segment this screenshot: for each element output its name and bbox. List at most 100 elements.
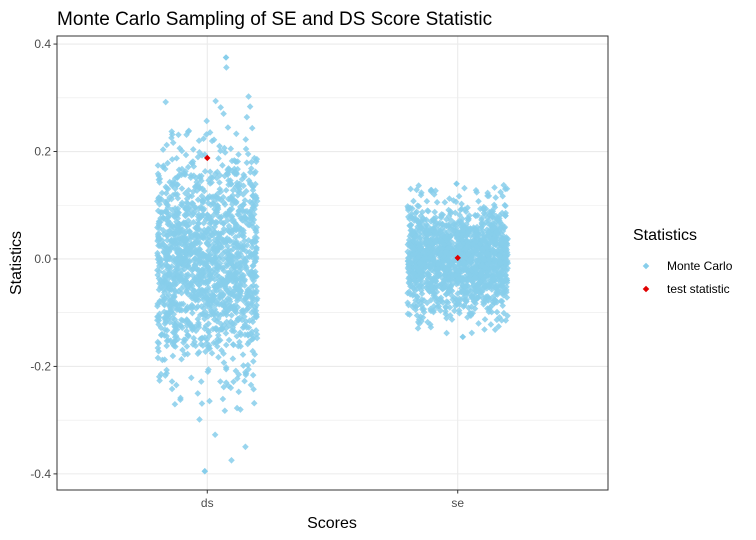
monte-carlo-point xyxy=(174,215,182,222)
monte-carlo-point xyxy=(419,214,427,222)
monte-carlo-point xyxy=(164,218,172,225)
monte-carlo-point xyxy=(187,244,195,252)
monte-carlo-point xyxy=(224,124,232,131)
monte-carlo-point xyxy=(211,248,219,256)
monte-carlo-point xyxy=(160,162,167,170)
monte-carlo-point xyxy=(406,280,414,288)
monte-carlo-point xyxy=(196,311,204,319)
monte-carlo-point xyxy=(251,205,258,213)
monte-carlo-point xyxy=(485,217,492,224)
x-tick-label: ds xyxy=(201,496,214,510)
monte-carlo-point xyxy=(226,295,234,303)
monte-carlo-point xyxy=(186,228,194,235)
monte-carlo-point xyxy=(252,327,260,334)
monte-carlo-point xyxy=(504,264,511,272)
monte-carlo-point xyxy=(220,199,228,206)
monte-carlo-point xyxy=(217,325,225,333)
monte-carlo-point xyxy=(414,218,421,225)
monte-carlo-point xyxy=(185,320,193,328)
monte-carlo-point xyxy=(156,280,163,287)
monte-carlo-point xyxy=(196,291,204,299)
monte-carlo-point xyxy=(172,236,180,244)
monte-carlo-point xyxy=(413,226,420,234)
monte-carlo-point xyxy=(485,270,493,278)
monte-carlo-point xyxy=(215,195,223,203)
monte-carlo-point xyxy=(503,283,510,291)
monte-carlo-point xyxy=(416,222,424,229)
monte-carlo-point xyxy=(501,250,509,257)
monte-carlo-point xyxy=(157,324,165,332)
monte-carlo-point xyxy=(245,93,252,100)
monte-carlo-point xyxy=(219,236,227,244)
monte-carlo-point xyxy=(444,245,451,252)
monte-carlo-point xyxy=(157,208,165,216)
monte-carlo-point xyxy=(168,245,175,252)
monte-carlo-point xyxy=(158,189,166,197)
monte-carlo-point xyxy=(188,267,196,274)
monte-carlo-point xyxy=(155,275,163,282)
monte-carlo-point xyxy=(188,212,195,219)
monte-carlo-point xyxy=(156,175,164,183)
monte-carlo-point xyxy=(416,269,424,277)
monte-carlo-point xyxy=(426,280,434,287)
monte-carlo-point xyxy=(198,177,205,185)
monte-carlo-point xyxy=(171,205,179,212)
monte-carlo-point xyxy=(237,240,245,248)
monte-carlo-point xyxy=(434,265,441,272)
y-tick-label: -0.2 xyxy=(30,359,51,373)
monte-carlo-point xyxy=(426,254,433,261)
monte-carlo-point xyxy=(236,188,243,196)
monte-carlo-point xyxy=(205,233,213,241)
monte-carlo-point xyxy=(192,296,199,304)
monte-carlo-point xyxy=(206,397,213,405)
monte-carlo-point xyxy=(165,263,173,271)
monte-carlo-point xyxy=(484,305,491,312)
monte-carlo-point xyxy=(445,212,453,220)
monte-carlo-point xyxy=(496,225,503,233)
monte-carlo-point xyxy=(183,289,191,296)
monte-carlo-point xyxy=(472,231,480,239)
monte-carlo-point xyxy=(447,282,455,289)
monte-carlo-point xyxy=(205,287,212,294)
monte-carlo-point xyxy=(160,230,167,238)
monte-carlo-point xyxy=(181,229,189,237)
monte-carlo-point xyxy=(204,211,211,219)
monte-carlo-point xyxy=(176,220,183,228)
monte-carlo-point xyxy=(211,276,219,283)
monte-carlo-point xyxy=(155,220,162,227)
monte-carlo-point xyxy=(199,233,206,240)
monte-carlo-point xyxy=(171,276,179,284)
monte-carlo-point xyxy=(221,239,229,246)
monte-carlo-point xyxy=(442,304,450,311)
monte-carlo-point xyxy=(236,329,244,336)
monte-carlo-point xyxy=(456,211,463,219)
monte-carlo-point xyxy=(233,261,240,269)
monte-carlo-point xyxy=(444,228,452,236)
monte-carlo-point xyxy=(160,300,168,308)
monte-carlo-point xyxy=(248,124,256,132)
monte-carlo-point xyxy=(220,359,228,366)
monte-carlo-point xyxy=(433,294,440,302)
monte-carlo-point xyxy=(154,231,162,239)
monte-carlo-point xyxy=(229,192,236,199)
monte-carlo-point xyxy=(484,232,491,240)
monte-carlo-point xyxy=(248,206,255,214)
monte-carlo-point xyxy=(409,243,416,251)
monte-carlo-point xyxy=(434,270,442,278)
monte-carlo-point xyxy=(222,305,230,312)
monte-carlo-point xyxy=(161,165,169,173)
monte-carlo-point xyxy=(426,238,434,246)
monte-carlo-point xyxy=(159,146,167,153)
monte-carlo-point xyxy=(223,64,230,71)
monte-carlo-point xyxy=(477,205,484,213)
monte-carlo-point xyxy=(470,228,477,236)
monte-carlo-point xyxy=(492,223,500,231)
monte-carlo-point xyxy=(218,244,226,251)
monte-carlo-point xyxy=(154,338,162,346)
monte-carlo-point xyxy=(204,264,212,271)
monte-carlo-point xyxy=(495,272,503,280)
monte-carlo-point xyxy=(233,169,240,177)
monte-carlo-point xyxy=(231,320,238,328)
monte-carlo-point xyxy=(192,342,199,350)
monte-carlo-point xyxy=(154,354,162,362)
